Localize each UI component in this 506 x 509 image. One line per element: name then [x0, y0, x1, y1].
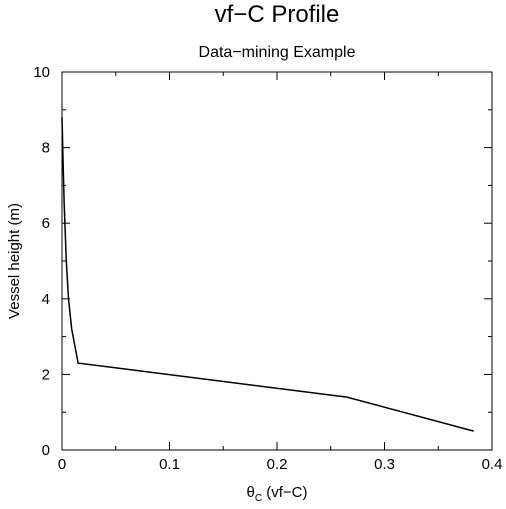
y-tick-label: 8 — [42, 140, 50, 157]
x-tick-label: 0.2 — [267, 456, 288, 473]
y-tick-label: 2 — [42, 366, 50, 383]
x-axis-label: θC (vf−C) — [247, 484, 308, 504]
y-tick-label: 4 — [42, 291, 50, 308]
x-tick-label: 0.4 — [482, 456, 503, 473]
y-tick-label: 0 — [42, 442, 50, 459]
plot-frame — [61, 71, 493, 451]
y-tick-label: 10 — [33, 64, 50, 81]
chart-subtitle: Data−mining Example — [199, 44, 356, 61]
y-tick-labels: 0 2 4 6 8 10 — [33, 64, 50, 459]
x-axis-label-text: (vf−C) — [262, 484, 307, 501]
x-axis-label-symbol: θ — [247, 484, 255, 501]
chart-title: vf−C Profile — [215, 1, 340, 28]
x-axis-label-subscript: C — [255, 493, 262, 504]
y-axis-label: Vessel height (m) — [6, 203, 23, 319]
x-ticks — [61, 72, 493, 450]
x-tick-label: 0.3 — [374, 456, 395, 473]
x-tick-label: 0.1 — [159, 456, 180, 473]
x-tick-labels: 0 0.1 0.2 0.3 0.4 — [58, 456, 503, 473]
x-tick-label: 0 — [58, 456, 66, 473]
y-ticks — [62, 71, 492, 451]
y-tick-label: 6 — [42, 215, 50, 232]
series-line — [61, 117, 474, 432]
